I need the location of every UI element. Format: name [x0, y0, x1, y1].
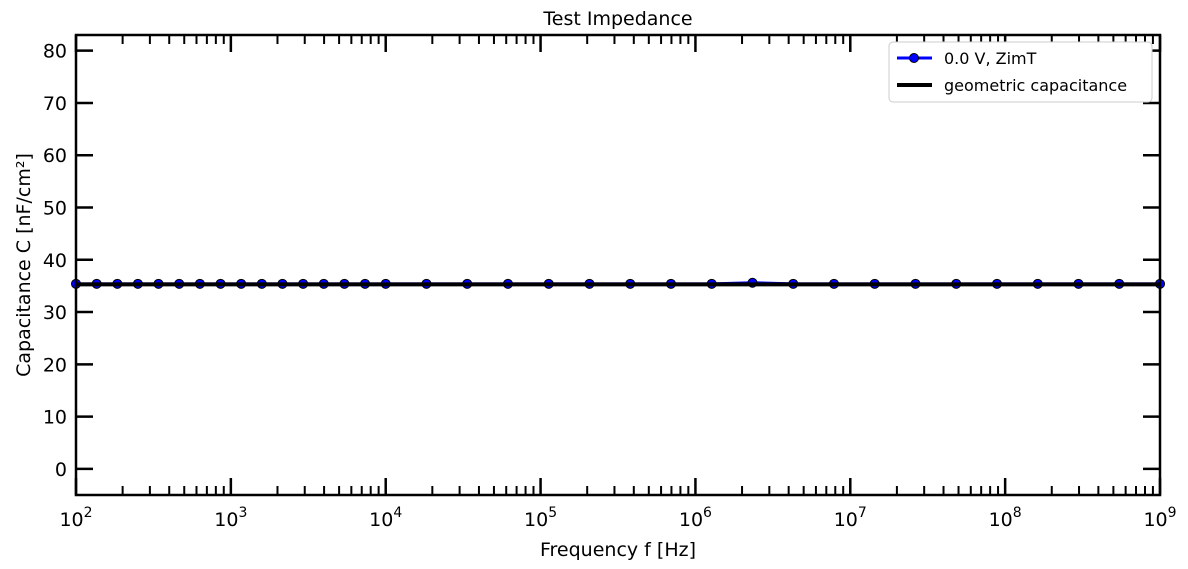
x-tick-label: 109 [1143, 505, 1176, 531]
x-tick-label: 102 [59, 505, 92, 531]
y-tick-label: 80 [43, 41, 67, 63]
plot-marks [71, 277, 1165, 289]
x-tick-label: 105 [524, 505, 557, 531]
y-tick-label: 10 [43, 407, 67, 429]
legend-label-zimt: 0.0 V, ZimT [944, 49, 1037, 68]
plot-frame [74, 33, 1162, 497]
x-tick-label: 104 [369, 505, 402, 531]
y-axis-label: Capacitance C [nF/cm²] [13, 153, 35, 377]
x-tick-label: 108 [989, 505, 1022, 531]
y-tick-label: 40 [43, 250, 67, 272]
y-tick-label: 70 [43, 93, 67, 115]
x-axis-label: Frequency f [Hz] [540, 539, 696, 561]
y-tick-label: 60 [43, 145, 67, 167]
x-tick-label: 107 [834, 505, 867, 531]
legend-label-geometric: geometric capacitance [944, 76, 1127, 95]
legend-marker-zimt [909, 53, 919, 63]
x-tick-label: 106 [679, 505, 712, 531]
legend: 0.0 V, ZimT geometric capacitance [888, 41, 1153, 103]
y-tick-label: 30 [43, 302, 67, 324]
y-tick-label: 0 [55, 459, 67, 481]
x-tick-label: 103 [214, 505, 247, 531]
y-tick-label: 50 [43, 198, 67, 220]
chart-title: Test Impedance [542, 8, 692, 30]
y-tick-label: 20 [43, 354, 67, 376]
legend-box [888, 41, 1153, 103]
